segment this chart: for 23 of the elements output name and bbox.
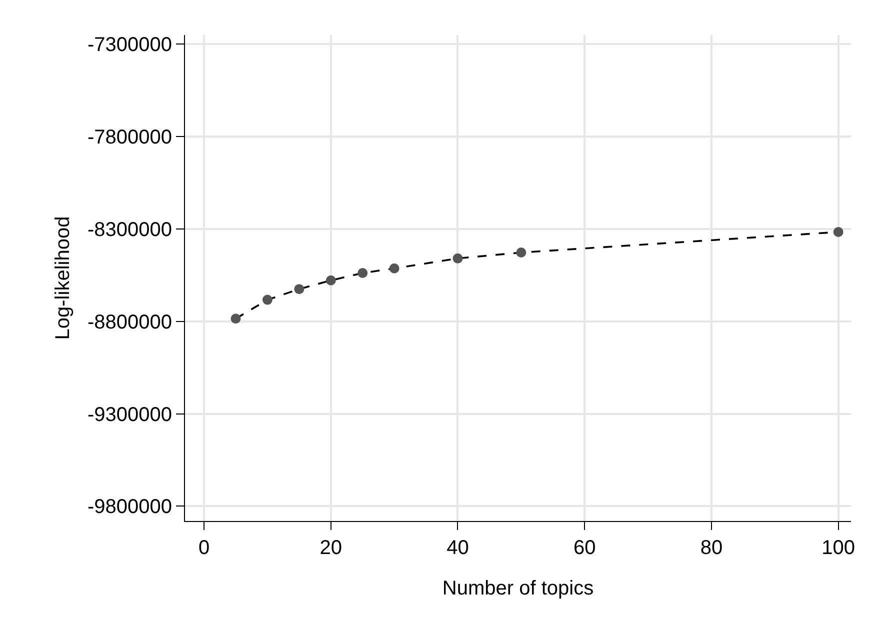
y-tick-label: -9800000: [87, 496, 172, 518]
y-axis-title: Log-likelihood: [52, 216, 74, 340]
y-tick-label: -9300000: [87, 404, 172, 426]
x-tick-label: 40: [446, 537, 469, 559]
x-tick-label: 80: [700, 537, 723, 559]
point: [516, 248, 526, 258]
point: [230, 314, 241, 324]
x-tick-label: 0: [198, 537, 210, 559]
y-tick-label: -7800000: [87, 126, 172, 149]
y-tick-label: -7300000: [87, 34, 172, 56]
point: [358, 268, 368, 278]
point: [326, 275, 336, 286]
point: [833, 226, 844, 237]
x-tick-label: 100: [822, 537, 855, 559]
point: [294, 284, 304, 294]
x-tick-label: 20: [320, 537, 342, 559]
point: [389, 263, 400, 274]
point: [452, 253, 463, 264]
x-axis-title: Number of topics: [442, 578, 594, 600]
y-tick-label: -8800000: [87, 311, 172, 334]
x-tick-label: 60: [573, 537, 596, 559]
point: [262, 294, 272, 305]
y-tick-label: -8300000: [87, 219, 172, 242]
